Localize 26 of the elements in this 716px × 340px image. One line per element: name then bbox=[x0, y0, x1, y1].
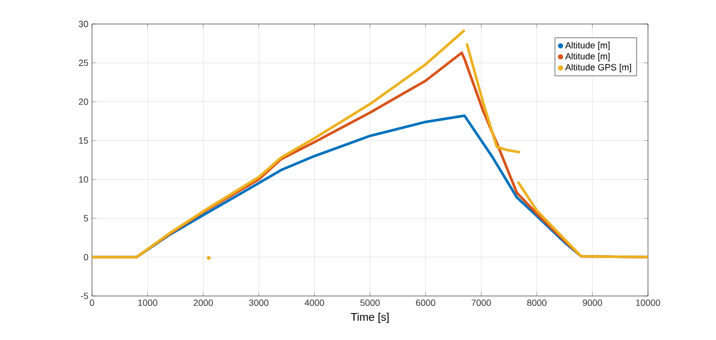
y-tick-label: 20 bbox=[78, 98, 88, 105]
x-tick-label: 0 bbox=[90, 300, 94, 306]
x-tick-label: 3000 bbox=[249, 300, 268, 306]
line-series bbox=[465, 42, 522, 154]
y-tick-label: 30 bbox=[78, 20, 88, 28]
y-tick-label: 15 bbox=[79, 137, 88, 144]
x-tick-label: 8000 bbox=[527, 300, 546, 306]
x-tick-label: 9000 bbox=[582, 300, 602, 306]
x-tick-label: 5000 bbox=[360, 300, 380, 306]
legend-label: Altitude [m] bbox=[565, 42, 610, 50]
line-series bbox=[92, 28, 466, 258]
y-tick-label: -5 bbox=[80, 292, 88, 300]
x-tick-label: 4000 bbox=[304, 300, 324, 306]
legend-label: Altitude GPS [m] bbox=[565, 64, 632, 72]
x-tick-label: 6000 bbox=[416, 300, 436, 306]
x-tick-label: 10000 bbox=[636, 300, 660, 306]
x-tick-label: 2000 bbox=[194, 300, 213, 306]
y-tick-label: 0 bbox=[84, 254, 88, 260]
x-tick-label: 1000 bbox=[138, 300, 158, 306]
x-tick-label: 7000 bbox=[472, 300, 491, 306]
y-tick-label: 25 bbox=[78, 60, 88, 66]
legend-label: Altitude [m] bbox=[565, 52, 610, 62]
y-tick-label: 5 bbox=[84, 215, 88, 222]
x-axis-title: Time [s] bbox=[350, 312, 389, 323]
line-series bbox=[516, 180, 648, 258]
y-tick-label: 10 bbox=[79, 176, 88, 183]
